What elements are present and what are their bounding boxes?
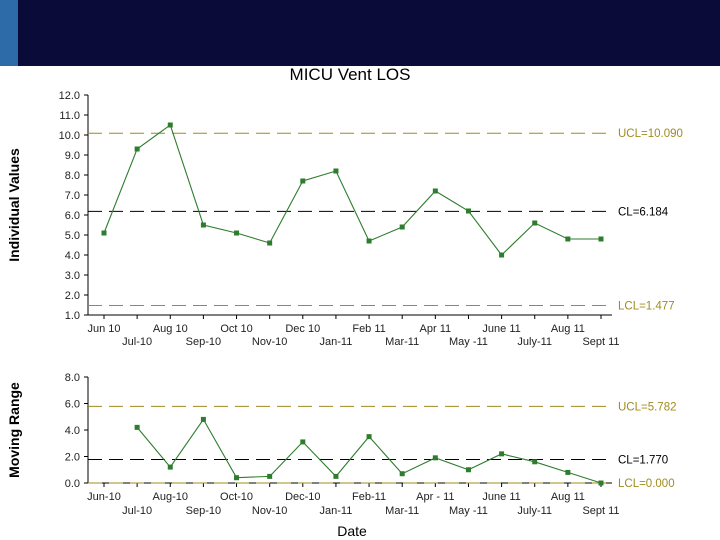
x-tick-label: Jul-10 <box>122 505 152 517</box>
y-tick-label: 6.0 <box>65 399 80 411</box>
x-tick-label: Sept 11 <box>582 336 619 348</box>
x-tick-label: Feb 11 <box>352 323 385 335</box>
data-point <box>432 188 438 194</box>
x-tick-label: Jun 10 <box>87 323 120 335</box>
y-tick-label: 8.0 <box>65 170 80 182</box>
x-tick-label: Oct-10 <box>220 491 253 503</box>
data-point <box>465 467 471 473</box>
data-point <box>234 475 240 481</box>
data-point <box>499 451 505 457</box>
x-tick-label: Sep-10 <box>186 336 221 348</box>
x-tick-label: Nov-10 <box>252 336 287 348</box>
header-bar <box>0 0 720 66</box>
x-tick-label: Jan-11 <box>320 505 353 517</box>
y-tick-label: 1.0 <box>65 310 80 322</box>
x-tick-label: Mar-11 <box>385 505 419 517</box>
y-tick-label: 0.0 <box>65 478 80 490</box>
data-point <box>499 252 505 258</box>
control-line-label: UCL=5.782 <box>618 401 677 413</box>
control-line-label: LCL=0.000 <box>618 478 675 490</box>
x-tick-label: Apr - 11 <box>416 491 454 503</box>
chart-title: MICU Vent LOS <box>290 65 411 84</box>
x-tick-label: Jan-11 <box>320 336 353 348</box>
data-point <box>366 434 372 440</box>
data-point <box>101 230 107 236</box>
x-tick-label: July-11 <box>517 336 552 348</box>
y-tick-label: 6.0 <box>65 210 80 222</box>
y-tick-label: 8.0 <box>65 372 80 384</box>
data-point <box>565 469 571 475</box>
x-tick-label: Feb-11 <box>352 491 386 503</box>
y-tick-label: 10.0 <box>59 130 80 142</box>
x-tick-label: Dec 10 <box>285 323 320 335</box>
x-tick-label: Oct 10 <box>220 323 252 335</box>
data-point <box>532 220 538 226</box>
y-tick-label: 7.0 <box>65 190 80 202</box>
data-point <box>267 473 273 479</box>
data-point <box>167 122 173 128</box>
x-axis-label: Date <box>337 523 367 539</box>
y-tick-label: 11.0 <box>59 110 80 122</box>
y-axis-label: Moving Range <box>6 382 22 478</box>
control-line-label: CL=1.770 <box>618 455 668 467</box>
x-tick-label: Aug 11 <box>551 491 585 503</box>
series-line <box>136 418 602 484</box>
y-tick-label: 12.0 <box>59 90 80 102</box>
x-tick-label: Nov-10 <box>252 505 287 517</box>
data-point <box>134 146 140 152</box>
x-tick-label: Aug 11 <box>551 323 585 335</box>
y-tick-label: 2.0 <box>65 452 80 464</box>
control-line-label: UCL=10.090 <box>618 128 683 140</box>
data-point <box>333 168 339 174</box>
data-point <box>565 236 571 242</box>
x-tick-label: May -11 <box>449 336 488 348</box>
x-tick-label: July-11 <box>517 505 552 517</box>
y-tick-label: 3.0 <box>65 270 80 282</box>
x-tick-label: June 11 <box>482 491 520 503</box>
data-point <box>300 178 306 184</box>
x-tick-label: Aug-10 <box>153 491 188 503</box>
data-point <box>300 439 306 445</box>
y-tick-label: 5.0 <box>65 230 80 242</box>
data-point <box>333 473 339 479</box>
data-point <box>399 224 405 230</box>
control-line-label: LCL=1.477 <box>618 300 675 312</box>
data-point <box>200 222 206 228</box>
x-tick-label: Jul-10 <box>122 336 152 348</box>
x-tick-label: Mar-11 <box>385 336 419 348</box>
data-point <box>399 471 405 477</box>
x-tick-label: Apr 11 <box>420 323 452 335</box>
data-point <box>167 464 173 470</box>
data-point <box>532 459 538 465</box>
data-point <box>200 416 206 422</box>
control-line-label: CL=6.184 <box>618 206 669 218</box>
y-tick-label: 9.0 <box>65 150 80 162</box>
data-point <box>598 480 604 486</box>
y-tick-label: 2.0 <box>65 290 80 302</box>
x-tick-label: Jun-10 <box>87 491 121 503</box>
data-point <box>234 230 240 236</box>
x-tick-label: Sep-10 <box>186 505 221 517</box>
series-line <box>103 124 601 256</box>
x-tick-label: Aug 10 <box>153 323 188 335</box>
x-tick-label: May -11 <box>449 505 488 517</box>
x-tick-label: Sept 11 <box>582 505 619 517</box>
y-tick-label: 4.0 <box>65 425 80 437</box>
x-tick-label: Dec-10 <box>285 491 320 503</box>
y-axis-label: Individual Values <box>6 148 22 262</box>
data-point <box>465 208 471 214</box>
data-point <box>432 455 438 461</box>
y-tick-label: 4.0 <box>65 250 80 262</box>
x-tick-label: June 11 <box>482 323 520 335</box>
header-accent <box>0 0 18 66</box>
data-point <box>267 240 273 246</box>
data-point <box>134 424 140 430</box>
data-point <box>598 236 604 242</box>
data-point <box>366 238 372 244</box>
